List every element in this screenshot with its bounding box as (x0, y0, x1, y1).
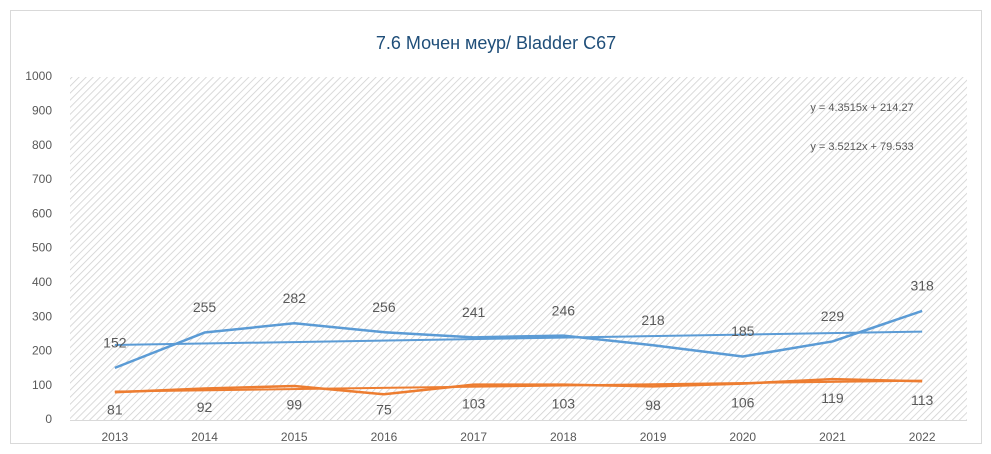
data-label: 218 (641, 312, 665, 328)
y-tick-label: 200 (32, 344, 52, 358)
y-tick-label: 400 (32, 275, 52, 289)
data-label: 75 (376, 402, 392, 418)
data-label: 185 (731, 323, 755, 339)
x-tick-label: 2014 (191, 430, 218, 444)
chart-title: 7.6 Мочен меур/ Bladder C67 (376, 33, 616, 53)
data-label: 99 (286, 397, 302, 413)
data-label: 106 (731, 394, 755, 410)
x-tick-label: 2015 (281, 430, 308, 444)
x-tick-label: 2022 (909, 430, 936, 444)
y-tick-label: 700 (32, 172, 52, 186)
plot-area (70, 77, 967, 420)
data-label: 152 (103, 335, 127, 351)
series-line (114, 309, 923, 370)
x-tick-label: 2013 (101, 430, 128, 444)
data-label: 282 (283, 290, 307, 306)
data-label: 81 (107, 402, 123, 418)
x-tick-label: 2017 (460, 430, 487, 444)
data-label: 113 (911, 392, 934, 408)
x-tick-label: 2018 (550, 430, 577, 444)
y-tick-label: 800 (32, 138, 52, 152)
trendline-equation: y = 3.5212x + 79.533 (810, 141, 913, 153)
series-line (114, 377, 923, 396)
trendline (114, 330, 923, 347)
y-tick-label: 1000 (25, 69, 52, 83)
data-label: 256 (372, 299, 396, 315)
data-label: 119 (821, 390, 844, 406)
y-tick-label: 100 (32, 378, 52, 392)
data-label: 246 (552, 302, 576, 318)
y-tick-label: 500 (32, 241, 52, 255)
y-tick-label: 900 (32, 103, 52, 117)
data-label: 103 (462, 395, 486, 411)
y-tick-label: 0 (45, 412, 52, 426)
data-label: 103 (552, 395, 576, 411)
x-tick-label: 2019 (640, 430, 667, 444)
x-tick-label: 2020 (729, 430, 756, 444)
y-tick-label: 600 (32, 206, 52, 220)
data-label: 92 (197, 399, 213, 415)
y-tick-label: 300 (32, 309, 52, 323)
data-label: 255 (193, 299, 217, 315)
x-tick-label: 2016 (371, 430, 398, 444)
x-tick-label: 2021 (819, 430, 846, 444)
data-label: 318 (910, 278, 934, 294)
data-label: 98 (645, 397, 661, 413)
trendline-equation: y = 4.3515x + 214.27 (810, 102, 913, 114)
data-label: 241 (462, 304, 486, 320)
data-label: 229 (821, 308, 845, 324)
